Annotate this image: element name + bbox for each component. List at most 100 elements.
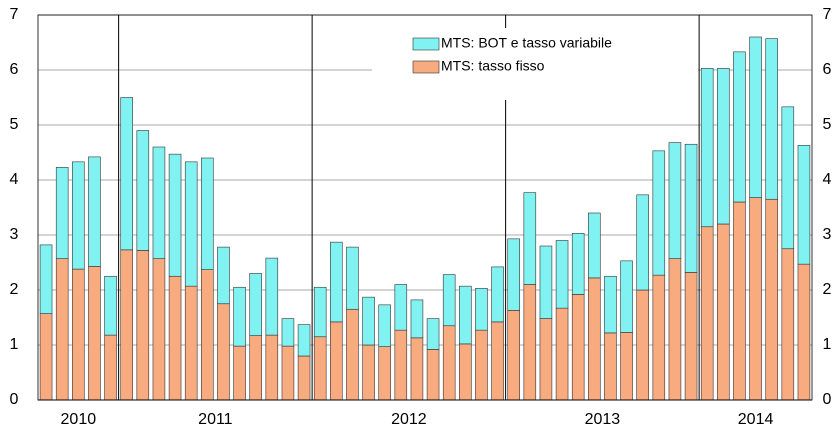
bar-segment xyxy=(797,263,811,401)
x-group-label: 2012 xyxy=(391,411,427,428)
bar-segment xyxy=(668,258,682,401)
bar-segment xyxy=(201,269,214,401)
bar-segment xyxy=(604,332,617,401)
bar-segment xyxy=(684,143,698,273)
bar-segment xyxy=(168,153,182,277)
bar-segment xyxy=(442,325,456,401)
bar-segment xyxy=(39,313,53,401)
bar-segment xyxy=(636,194,649,291)
bar-segment xyxy=(426,318,440,350)
bar-segment xyxy=(394,329,408,401)
bar-segment xyxy=(346,246,359,310)
bar-segment xyxy=(136,250,150,401)
bar-segment xyxy=(330,321,343,401)
bar-segment xyxy=(378,304,391,347)
bar-segment xyxy=(184,161,198,287)
bar-segment xyxy=(555,240,569,309)
bar-segment xyxy=(442,274,456,327)
bar-segment xyxy=(346,308,359,401)
bar-segment xyxy=(55,167,69,259)
bar-segment xyxy=(201,157,214,270)
bar-segment xyxy=(281,345,295,401)
y2-tick-label: 5 xyxy=(823,116,832,133)
bar-segment xyxy=(717,68,730,225)
y2-tick-label: 3 xyxy=(823,226,832,243)
bar-segment xyxy=(588,212,601,279)
bar-segment xyxy=(749,36,762,198)
bar-segment xyxy=(652,274,666,401)
bar-segment xyxy=(571,294,585,401)
y2-tick-label: 1 xyxy=(823,336,832,353)
y2-tick-label: 6 xyxy=(823,61,832,78)
bar-segment xyxy=(39,244,53,314)
y-tick-label: 7 xyxy=(10,6,19,23)
y2-tick-label: 0 xyxy=(823,391,832,408)
bar-segment xyxy=(700,226,714,401)
bar-segment xyxy=(233,345,246,401)
bar-segment xyxy=(217,303,230,401)
legend-swatch xyxy=(412,60,440,74)
bar-segment xyxy=(652,150,666,276)
x-group-label: 2014 xyxy=(738,411,774,428)
bar-segment xyxy=(104,334,117,401)
bar-segment xyxy=(265,334,279,401)
bar-segment xyxy=(588,277,601,401)
bar-segment xyxy=(604,275,617,334)
bar-segment xyxy=(733,201,746,401)
bar-segment xyxy=(684,272,698,401)
bar-segment xyxy=(249,273,262,336)
bar-segment xyxy=(120,97,133,251)
bar-segment xyxy=(217,246,230,305)
bar-segment xyxy=(426,349,440,401)
bar-segment xyxy=(459,343,472,401)
plot-frame xyxy=(37,14,813,401)
y-tick-label: 3 xyxy=(10,226,19,243)
bar-segment xyxy=(539,318,553,401)
bar-segment xyxy=(700,68,714,228)
y2-tick-label: 4 xyxy=(823,171,832,188)
bar-segment xyxy=(362,344,375,401)
bar-segment xyxy=(749,197,762,401)
bar-segment xyxy=(717,223,730,401)
x-group-label: 2010 xyxy=(61,411,97,428)
bar-segment xyxy=(507,238,520,311)
bar-segment xyxy=(765,198,778,401)
x-group-label: 2013 xyxy=(585,411,621,428)
bar-segment xyxy=(781,106,795,250)
legend-swatch xyxy=(412,37,440,51)
bar-segment xyxy=(168,275,182,401)
y-tick-label: 2 xyxy=(10,281,19,298)
bar-segment xyxy=(668,142,682,259)
bar-segment xyxy=(297,324,311,357)
bar-segment xyxy=(459,285,472,345)
bar-segment xyxy=(104,275,117,336)
bar-segment xyxy=(733,51,746,203)
bar-segment xyxy=(781,248,795,401)
bar-segment xyxy=(184,285,198,401)
y-tick-label: 1 xyxy=(10,336,19,353)
bar-segment xyxy=(249,335,262,401)
bar-segment xyxy=(410,337,424,401)
x-group-label: 2011 xyxy=(198,411,233,428)
bar-segment xyxy=(539,245,553,319)
bar-segment xyxy=(378,346,391,401)
bar-segment xyxy=(523,284,537,401)
bar-segment xyxy=(475,329,488,401)
y-tick-label: 0 xyxy=(10,391,19,408)
bar-segment xyxy=(523,192,537,285)
bar-segment xyxy=(765,38,778,200)
bar-segment xyxy=(88,266,101,401)
bar-segment xyxy=(88,156,101,267)
bar-segment xyxy=(120,249,133,401)
bar-segment xyxy=(72,268,85,401)
bar-segment xyxy=(571,233,585,295)
bar-segment xyxy=(297,355,311,401)
bar-segment xyxy=(620,332,633,401)
bar-segment xyxy=(362,296,375,346)
y2-tick-label: 7 xyxy=(823,6,832,23)
bar-segment xyxy=(313,286,327,338)
y-tick-label: 6 xyxy=(10,61,19,78)
bar-segment xyxy=(507,310,520,401)
legend-label: MTS: tasso fisso xyxy=(441,58,545,74)
